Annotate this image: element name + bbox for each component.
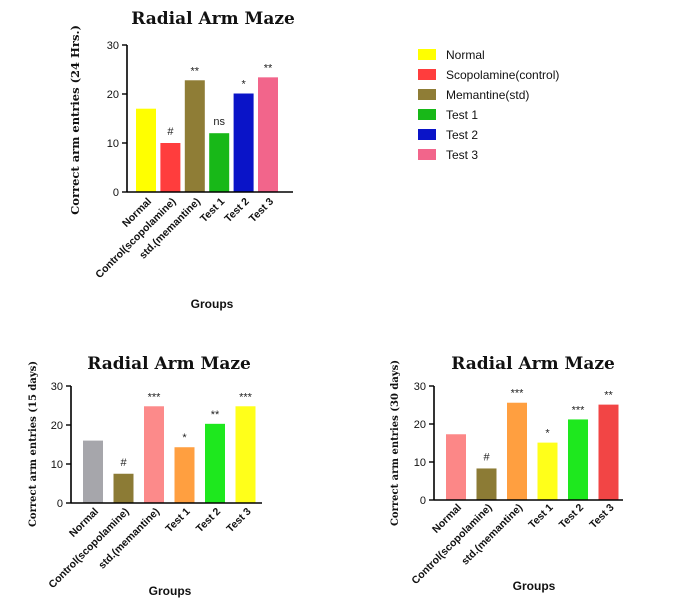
- category-label-4: Test 1: [198, 196, 228, 226]
- legend-swatch-3: [418, 89, 436, 100]
- data-label-6: **: [604, 390, 613, 402]
- bar-5: [233, 93, 254, 192]
- category-label-5: Test 2: [222, 196, 252, 226]
- data-label-5: *: [241, 79, 246, 91]
- category-label-6: Test 3: [247, 196, 277, 226]
- x-axis-label: Groups: [191, 297, 234, 311]
- data-label-3: **: [191, 65, 200, 77]
- legend-entry-1: Normal: [446, 48, 485, 62]
- legend-swatch-1: [418, 49, 436, 60]
- bar-6: [598, 404, 619, 500]
- y-tick-label: 10: [414, 457, 426, 469]
- data-label-2: #: [167, 126, 174, 138]
- y-tick-label: 10: [51, 459, 63, 471]
- y-tick-label: 0: [420, 495, 426, 507]
- data-label-4: *: [182, 432, 187, 444]
- legend-entry-5: Test 2: [446, 128, 478, 142]
- y-tick-label: 0: [57, 498, 63, 510]
- category-label-6: Test 3: [224, 506, 254, 536]
- legend-entry-3: Memantine(std): [446, 88, 529, 102]
- y-tick-label: 30: [107, 40, 119, 52]
- data-label-3: ***: [148, 391, 162, 403]
- data-label-6: ***: [239, 391, 253, 403]
- data-label-2: #: [120, 457, 127, 469]
- y-tick-label: 20: [51, 420, 63, 432]
- y-tick-label: 20: [414, 419, 426, 431]
- chart-1: Radial Arm Maze Correct arm entries (24 H…: [68, 9, 559, 311]
- data-label-5: **: [211, 409, 220, 421]
- legend-entry-2: Scopolamine(control): [446, 68, 559, 82]
- data-label-6: **: [264, 62, 273, 74]
- data-label-2: #: [483, 451, 490, 463]
- bar-3: [144, 406, 164, 503]
- y-tick-label: 20: [107, 89, 119, 101]
- bar-3: [507, 402, 527, 500]
- category-label-6: Test 3: [587, 502, 617, 532]
- bar-2: [160, 143, 181, 192]
- y-tick-label: 30: [414, 381, 426, 393]
- bar-5: [568, 419, 588, 500]
- data-label-5: ***: [572, 404, 586, 416]
- bar-2: [113, 473, 134, 503]
- legend: Normal Scopolamine(control) Memantine(std)…: [418, 48, 559, 162]
- category-label-5: Test 2: [194, 506, 224, 536]
- y-tick-label: 0: [113, 187, 119, 199]
- y-axis-label: Correct arm entries (15 days): [28, 361, 39, 527]
- bar-5: [205, 423, 225, 503]
- y-axis-label: Correct arm entries (24 Hrs.): [68, 25, 82, 215]
- bar-1: [136, 108, 156, 192]
- chart-3: Radial Arm Maze Correct arm entries (30 d…: [390, 354, 623, 593]
- y-tick-label: 10: [107, 138, 119, 150]
- bar-4: [174, 447, 195, 503]
- bar-1: [446, 434, 466, 500]
- x-axis-label: Groups: [513, 579, 556, 593]
- category-label-4: Test 1: [526, 502, 556, 532]
- bar-1: [83, 440, 103, 503]
- chart-title: Radial Arm Maze: [87, 354, 251, 374]
- category-label-4: Test 1: [163, 506, 193, 536]
- x-axis-label: Groups: [149, 584, 192, 598]
- bar-6: [258, 77, 278, 192]
- bar-3: [184, 80, 205, 192]
- chart-title: Radial Arm Maze: [131, 9, 295, 29]
- legend-swatch-5: [418, 129, 436, 140]
- category-label-5: Test 2: [557, 502, 587, 532]
- legend-entry-4: Test 1: [446, 108, 478, 122]
- bar-6: [235, 406, 256, 503]
- chart-title: Radial Arm Maze: [451, 354, 615, 374]
- y-tick-label: 30: [51, 381, 63, 393]
- chart-2: Radial Arm Maze Correct arm entries (15 d…: [28, 354, 262, 598]
- legend-entry-6: Test 3: [446, 148, 478, 162]
- legend-swatch-4: [418, 109, 436, 120]
- bar-4: [209, 133, 230, 192]
- y-axis-label: Correct arm entries (30 days): [390, 360, 401, 526]
- legend-swatch-6: [418, 149, 436, 160]
- data-label-4: ns: [213, 116, 225, 128]
- data-label-4: *: [545, 428, 550, 440]
- bar-4: [537, 442, 558, 500]
- legend-swatch-2: [418, 69, 436, 80]
- data-label-3: ***: [511, 388, 525, 400]
- bar-2: [476, 468, 497, 500]
